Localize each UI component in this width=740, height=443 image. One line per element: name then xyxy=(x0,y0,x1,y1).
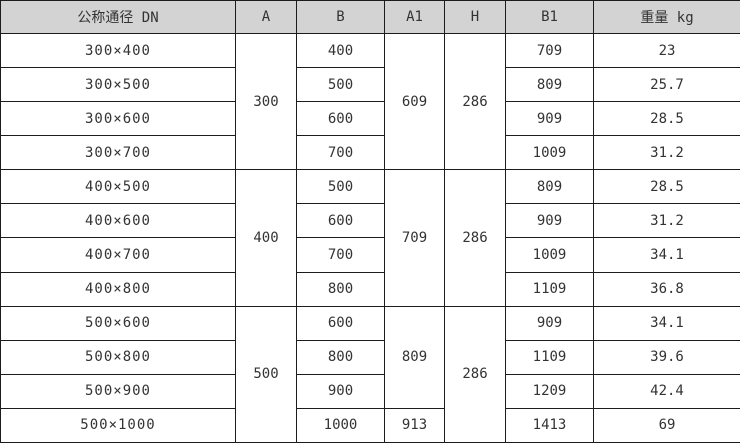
table-row: 300×500 500 809 25.7 xyxy=(0,67,740,103)
cell-a1: 913 xyxy=(384,407,445,443)
cell-h: 286 xyxy=(444,32,506,171)
cell-b: 500 xyxy=(296,67,385,103)
cell-dn: 300×500 xyxy=(0,67,236,103)
table-row: 400×500 400 500 709 286 809 28.5 xyxy=(0,169,740,307)
cell-b: 400 xyxy=(296,32,385,69)
cell-h: 286 xyxy=(444,169,506,307)
cell-dn: 300×600 xyxy=(0,101,236,137)
cell-b1: 1109 xyxy=(505,339,594,375)
cell-dn: 300×700 xyxy=(0,135,236,171)
table-row: 300×700 700 1009 31.2 xyxy=(0,135,740,171)
table-row: 500×900 900 1209 42.4 xyxy=(0,373,740,409)
cell-b1: 809 xyxy=(505,67,594,103)
cell-weight: 25.7 xyxy=(593,67,740,103)
cell-b: 600 xyxy=(296,203,385,239)
cell-b: 700 xyxy=(296,237,385,273)
cell-dn: 500×1000 xyxy=(0,407,236,443)
header-b: B xyxy=(296,0,385,34)
table-row: 400×700 700 1009 34.1 xyxy=(0,237,740,273)
cell-a1: 609 xyxy=(384,32,445,171)
cell-weight: 28.5 xyxy=(593,101,740,137)
cell-h: 286 xyxy=(444,305,506,443)
header-b1: B1 xyxy=(505,0,594,34)
cell-b: 900 xyxy=(296,373,385,409)
cell-b1: 1413 xyxy=(505,407,594,443)
cell-b: 700 xyxy=(296,135,385,171)
table-row: 300×600 600 909 28.5 xyxy=(0,101,740,137)
cell-weight: 34.1 xyxy=(593,237,740,273)
header-dn: 公称通径 DN xyxy=(0,0,236,34)
cell-a: 300 xyxy=(235,32,297,171)
cell-a1: 709 xyxy=(384,169,445,307)
cell-b1: 1009 xyxy=(505,135,594,171)
cell-b1: 1109 xyxy=(505,271,594,307)
table-row: 400×800 800 1109 36.8 xyxy=(0,271,740,307)
cell-b1: 909 xyxy=(505,203,594,239)
cell-a: 500 xyxy=(235,305,297,443)
table-row: 300×400 300 400 609 286 709 23 xyxy=(0,32,740,171)
header-h: H xyxy=(444,0,506,34)
cell-b1: 809 xyxy=(505,169,594,205)
cell-b1: 1009 xyxy=(505,237,594,273)
cell-b: 600 xyxy=(296,101,385,137)
header-row: 公称通径 DN A B A1 H B1 重量 kg xyxy=(0,0,740,34)
header-a: A xyxy=(235,0,297,34)
cell-b1: 909 xyxy=(505,101,594,137)
cell-dn: 500×600 xyxy=(0,305,236,341)
table-row: 500×1000 1000 913 1413 69 xyxy=(0,407,740,443)
cell-a1: 809 xyxy=(384,305,445,409)
cell-dn: 500×900 xyxy=(0,373,236,409)
cell-dn: 300×400 xyxy=(0,32,236,69)
cell-dn: 500×800 xyxy=(0,339,236,375)
cell-b: 800 xyxy=(296,271,385,307)
cell-dn: 400×600 xyxy=(0,203,236,239)
cell-weight: 23 xyxy=(593,32,740,69)
cell-b1: 709 xyxy=(505,32,594,69)
cell-dn: 400×500 xyxy=(0,169,236,205)
table-body: 300×400 300 400 609 286 709 23 300×500 500 809 25.… xyxy=(0,32,740,443)
cell-weight: 28.5 xyxy=(593,169,740,205)
cell-a: 400 xyxy=(235,169,297,307)
cell-b: 1000 xyxy=(296,407,385,443)
cell-weight: 42.4 xyxy=(593,373,740,409)
cell-b: 600 xyxy=(296,305,385,341)
cell-weight: 69 xyxy=(593,407,740,443)
cell-weight: 31.2 xyxy=(593,135,740,171)
cell-dn: 400×700 xyxy=(0,237,236,273)
cell-weight: 39.6 xyxy=(593,339,740,375)
header-a1: A1 xyxy=(384,0,445,34)
cell-weight: 34.1 xyxy=(593,305,740,341)
cell-b1: 1209 xyxy=(505,373,594,409)
table-row: 500×600 500 600 809 286 909 34.1 xyxy=(0,305,740,443)
cell-dn: 400×800 xyxy=(0,271,236,307)
cell-weight: 31.2 xyxy=(593,203,740,239)
table-row: 400×600 600 909 31.2 xyxy=(0,203,740,239)
cell-b: 500 xyxy=(296,169,385,205)
cell-b1: 909 xyxy=(505,305,594,341)
header-weight: 重量 kg xyxy=(593,0,740,34)
cell-weight: 36.8 xyxy=(593,271,740,307)
table-row: 500×800 800 1109 39.6 xyxy=(0,339,740,375)
cell-b: 800 xyxy=(296,339,385,375)
